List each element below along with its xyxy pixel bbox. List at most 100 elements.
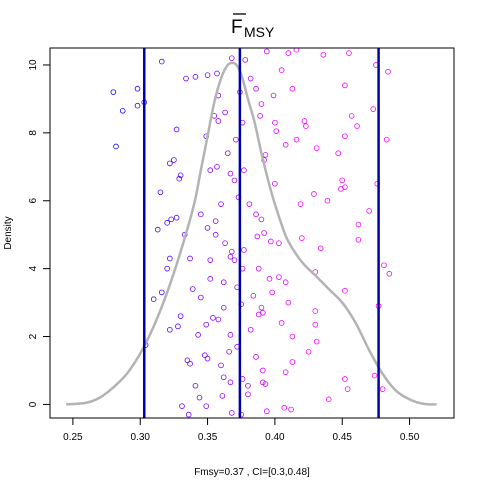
data-point: [168, 216, 175, 223]
data-point: [192, 382, 199, 389]
data-point: [259, 367, 266, 374]
title-subscript: MSY: [244, 24, 275, 40]
data-point: [187, 255, 193, 262]
data-point: [289, 333, 296, 340]
data-point: [289, 359, 296, 365]
data-point: [285, 299, 292, 306]
data-point: [177, 172, 184, 179]
data-point: [184, 357, 191, 364]
data-point: [226, 349, 232, 355]
data-point: [285, 50, 292, 56]
y-tick-label: 0: [28, 401, 39, 407]
x-tick-label: 0.50: [400, 432, 420, 443]
data-point: [355, 221, 362, 228]
data-point: [212, 231, 219, 238]
data-point: [312, 308, 319, 314]
data-point: [269, 289, 276, 296]
data-point: [192, 74, 199, 80]
data-point: [167, 160, 173, 167]
data-point: [253, 354, 259, 360]
data-point: [227, 170, 234, 177]
data-point: [218, 362, 224, 369]
data-point: [264, 48, 270, 55]
data-point: [289, 85, 296, 92]
data-point: [164, 265, 170, 272]
data-point: [220, 304, 227, 311]
vertical-lines: [143, 48, 380, 418]
x-tick-label: 0.30: [130, 432, 150, 443]
x-tick-label: 0.35: [198, 432, 218, 443]
data-point: [241, 247, 247, 253]
data-point: [227, 332, 234, 338]
data-point: [183, 75, 189, 82]
data-point: [167, 255, 173, 262]
data-point: [282, 141, 289, 148]
data-point: [311, 191, 317, 197]
data-point: [258, 304, 265, 311]
data-point: [233, 136, 239, 143]
data-point: [250, 292, 257, 299]
data-point: [229, 55, 235, 61]
data-point: [187, 360, 193, 367]
data-point: [198, 211, 204, 218]
data-point: [207, 167, 214, 174]
data-point: [185, 411, 192, 418]
data-point: [270, 92, 277, 99]
data-point: [167, 326, 173, 333]
data-point: [355, 236, 362, 243]
data-point: [366, 208, 372, 214]
data-point: [253, 211, 259, 218]
x-axis-title: Fmsy=0.37 , CI=[0.3,0.48]: [194, 467, 310, 478]
data-point: [282, 369, 289, 375]
data-point: [264, 408, 270, 415]
data-point: [176, 175, 183, 182]
data-point: [246, 201, 253, 207]
data-point: [113, 143, 119, 150]
data-point: [204, 72, 211, 78]
data-point: [324, 197, 331, 204]
data-point: [245, 382, 251, 389]
data-point: [276, 240, 282, 246]
y-axis-title: Density: [3, 216, 14, 249]
data-point: [173, 214, 180, 221]
data-point: [212, 218, 219, 224]
data-point: [278, 320, 285, 326]
data-point: [110, 89, 117, 95]
data-point: [227, 253, 234, 260]
title-main: F: [231, 17, 243, 38]
data-point: [196, 394, 203, 401]
data-point: [134, 85, 141, 92]
data-point: [342, 82, 348, 89]
data-point: [222, 109, 228, 116]
data-point: [293, 136, 300, 143]
data-point: [342, 376, 348, 382]
data-point: [177, 313, 184, 319]
data-point: [179, 403, 185, 409]
data-point: [247, 326, 254, 333]
data-point: [371, 372, 378, 379]
data-point: [215, 316, 222, 323]
data-point: [313, 145, 320, 151]
density-curve-layer: [66, 61, 437, 406]
data-point: [385, 68, 391, 75]
data-point: [247, 75, 254, 82]
data-point: [204, 225, 211, 231]
data-point: [268, 238, 274, 245]
data-point: [272, 119, 278, 126]
data-point: [254, 233, 261, 240]
data-point: [229, 248, 235, 255]
data-point: [379, 386, 386, 392]
data-point: [282, 279, 289, 286]
data-point: [257, 113, 263, 119]
data-point: [203, 321, 210, 328]
data-point: [198, 294, 204, 301]
data-point: [241, 167, 247, 174]
data-point: [219, 393, 226, 399]
data-point: [339, 177, 346, 184]
data-point: [272, 180, 278, 187]
chart-title: F MSY: [231, 13, 275, 40]
data-point: [342, 133, 348, 140]
data-point: [312, 321, 319, 328]
data-point: [276, 274, 282, 280]
data-point: [261, 230, 267, 236]
